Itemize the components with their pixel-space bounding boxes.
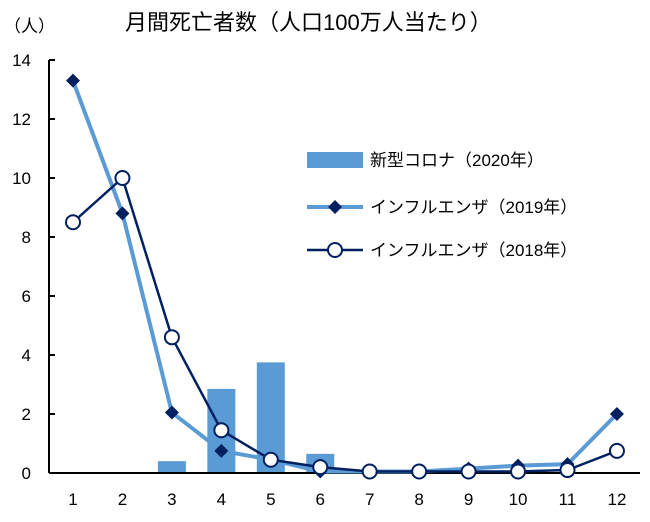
x-tick-label: 5 xyxy=(266,490,275,509)
chart-title: 月間死亡者数（人口100万人当たり） xyxy=(125,10,492,35)
marker-flu-2018-month-8 xyxy=(411,463,428,480)
y-tick-label: 10 xyxy=(12,169,31,188)
x-tick-label: 8 xyxy=(414,490,423,509)
x-tick-label: 3 xyxy=(167,490,176,509)
marker-flu-2018-month-7 xyxy=(361,463,378,480)
marker-flu-2018-month-1 xyxy=(65,214,81,231)
bar-covid-month-3 xyxy=(157,461,186,473)
x-tick-label: 2 xyxy=(118,490,127,509)
line-flu-2019 xyxy=(71,79,619,474)
y-tick-label: 8 xyxy=(22,228,31,247)
marker-flu-2018-month-5 xyxy=(262,451,279,468)
marker-flu-2019-month-3 xyxy=(164,405,179,420)
legend-marker-flu-2019 xyxy=(328,200,342,214)
marker-flu-2018-month-11 xyxy=(559,462,576,479)
x-tick-label: 1 xyxy=(68,490,77,509)
y-axis-unit: （人） xyxy=(4,17,55,36)
legend-label: 新型コロナ（2020年） xyxy=(370,151,544,170)
marker-flu-2018-month-12 xyxy=(608,442,625,459)
line-flu-2018 xyxy=(72,175,618,473)
x-tick-label: 4 xyxy=(217,490,226,509)
marker-flu-2018-month-6 xyxy=(312,459,329,476)
x-tick-label: 12 xyxy=(607,490,626,509)
y-tick-label: 6 xyxy=(22,287,31,306)
x-tick-label: 9 xyxy=(464,490,473,509)
x-tick-label: 10 xyxy=(509,490,528,509)
y-tick-label: 2 xyxy=(22,405,31,424)
legend-label: インフルエンザ（2018年） xyxy=(370,241,577,260)
marker-flu-2019-month-2 xyxy=(115,206,130,221)
x-tick-label: 7 xyxy=(365,490,374,509)
y-tick-label: 14 xyxy=(12,51,31,70)
marker-flu-2018-month-2 xyxy=(114,170,131,186)
marker-flu-2018-month-9 xyxy=(460,463,477,480)
y-tick-label: 12 xyxy=(12,110,31,129)
marker-flu-2019-month-12 xyxy=(609,407,624,421)
marker-flu-2018-month-10 xyxy=(510,463,527,480)
y-tick-label: 0 xyxy=(22,464,31,483)
legend-swatch-covid xyxy=(307,152,363,168)
marker-flu-2018-month-3 xyxy=(163,329,180,346)
y-tick-label: 4 xyxy=(22,346,31,365)
x-tick-label: 6 xyxy=(316,490,325,509)
marker-flu-2019-month-4 xyxy=(214,443,229,458)
marker-flu-2018-month-4 xyxy=(213,422,230,439)
legend-marker-flu-2018 xyxy=(327,242,343,258)
marker-flu-2019-month-1 xyxy=(66,73,80,88)
legend-label: インフルエンザ（2019年） xyxy=(370,198,577,217)
x-tick-label: 11 xyxy=(559,490,577,509)
